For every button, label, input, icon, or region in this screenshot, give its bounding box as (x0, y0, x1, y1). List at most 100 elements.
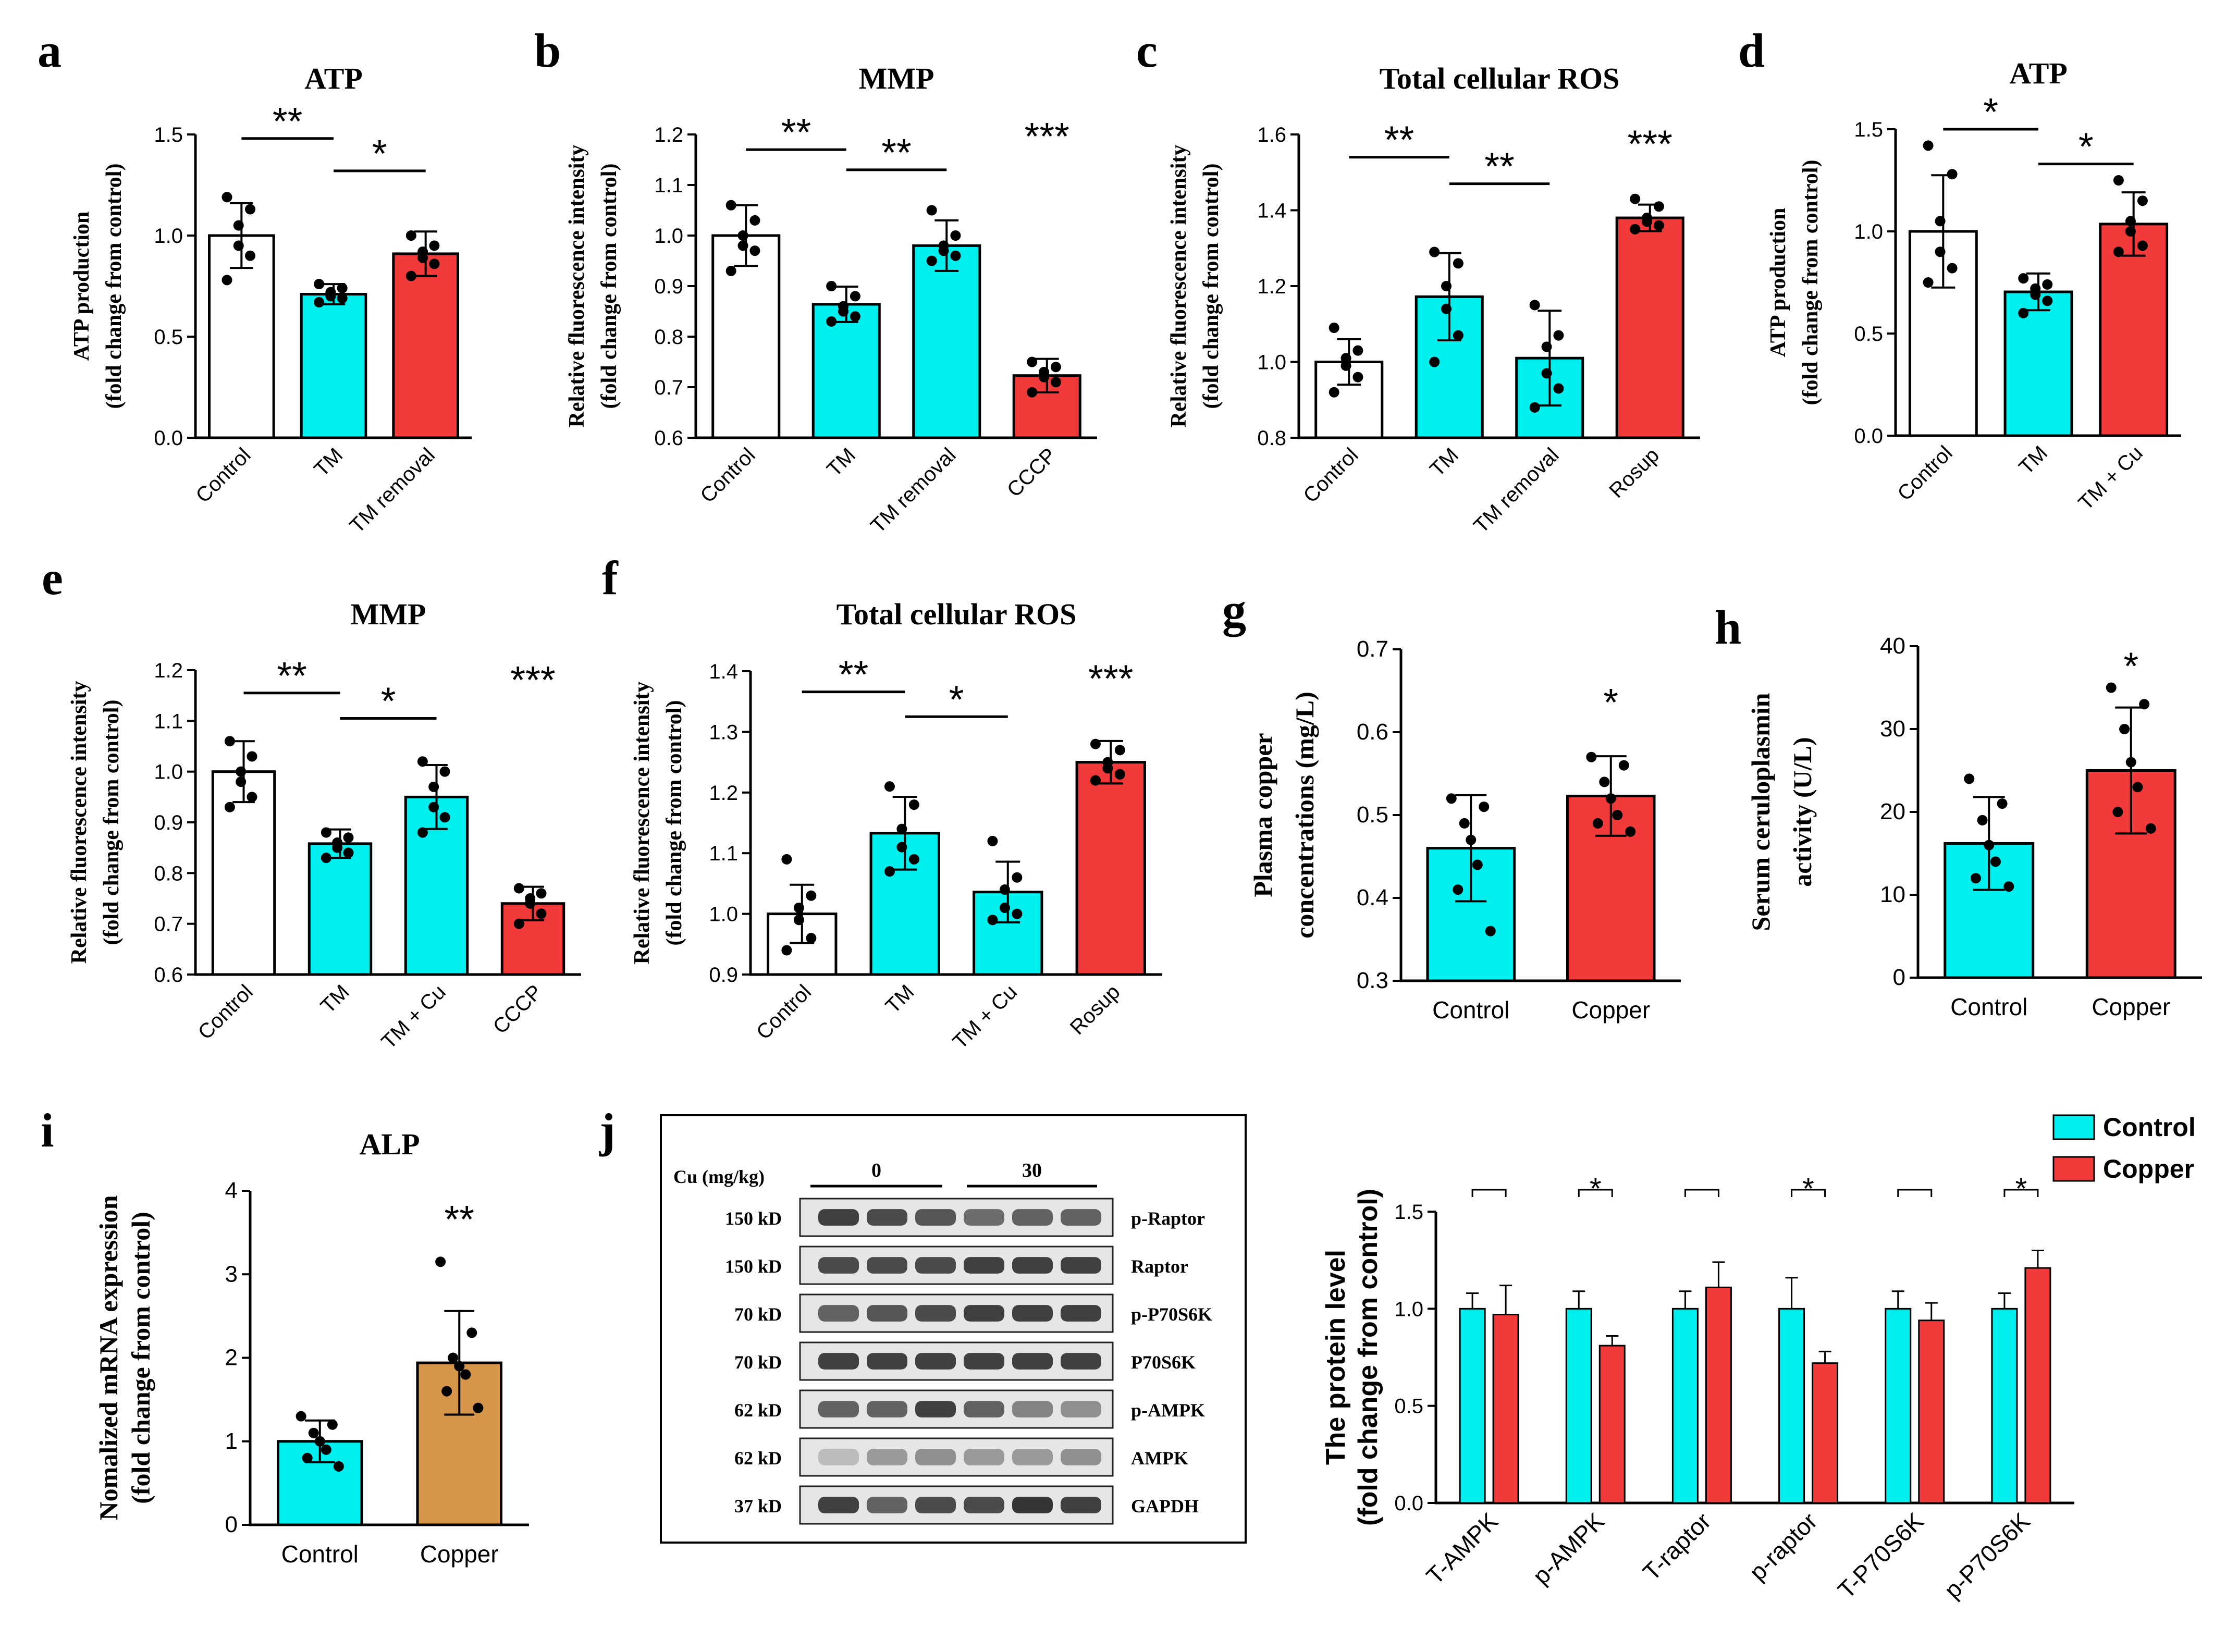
y-tick-label: 0.5 (1357, 802, 1388, 828)
x-category-label: Rosup (1605, 443, 1664, 502)
significance-bracket (1897, 1189, 1933, 1197)
data-point (806, 890, 817, 901)
y-tick-label: 1.4 (709, 660, 738, 683)
bar-Copper (416, 1361, 502, 1526)
blot-band (964, 1305, 1004, 1322)
chart-c: 0.8 1.0 1.2 1.4 1.6 Relative fluorescence int… (1167, 61, 1700, 538)
data-point (793, 915, 804, 926)
bar-TM (2003, 290, 2073, 437)
y-tick-label: 0.6 (1357, 719, 1388, 745)
x-category-label: Control (1432, 996, 1509, 1024)
blot-band (964, 1401, 1004, 1417)
panel-letter-h: h (1715, 601, 1741, 654)
bar-Copper-T-raptor (1705, 1286, 1732, 1504)
significance-mark: * (1603, 681, 1618, 724)
x-category-label: Control (191, 443, 255, 507)
y-tick-label: 0.6 (654, 427, 683, 450)
y-axis-label: Relative fluorescence intensity (1167, 145, 1191, 428)
blot-row-size: 62 kD (734, 1400, 782, 1421)
data-point (1453, 258, 1463, 269)
data-point (938, 245, 949, 256)
western-blot: Cu (mg/kg) 0 30 150 kD p-Raptor 150 kD Raptor 7… (660, 1114, 1247, 1544)
y-tick-label: 0.4 (1357, 885, 1388, 910)
x-category-label: TM + Cu (2074, 441, 2147, 514)
data-point (1947, 263, 1958, 274)
data-point (737, 240, 748, 251)
significance-bracket (2003, 1189, 2039, 1197)
y-tick-label: 1.5 (1854, 118, 1883, 141)
y-tick-label: 1.5 (154, 124, 183, 146)
data-point (2018, 273, 2029, 284)
data-point (2003, 881, 2014, 892)
x-category-label: Control (752, 980, 816, 1044)
chart-j: 0.0 0.5 1.0 1.5 The protein level (fold chang… (1321, 1113, 2196, 1604)
blot-band (964, 1353, 1004, 1370)
data-point (441, 1386, 452, 1397)
panel-letters: a b c d e f g h i j (38, 24, 1765, 1157)
data-point (454, 1361, 465, 1372)
data-point (525, 898, 536, 909)
data-point (781, 945, 792, 956)
data-point (908, 799, 919, 810)
data-point (908, 854, 919, 865)
bar-Control-p-raptor (1778, 1308, 1805, 1504)
data-point (1970, 873, 1981, 884)
y-tick-label: 1.6 (1257, 124, 1286, 146)
data-point (417, 756, 428, 767)
x-category-label: Control (1893, 441, 1957, 505)
data-point (1947, 169, 1958, 180)
x-category-label: Copper (1571, 996, 1650, 1024)
y-tick-label: 1.0 (154, 225, 183, 248)
x-category-label: TM (2014, 441, 2052, 479)
data-point (1529, 402, 1540, 413)
bar-Control-p-AMPK (1565, 1308, 1592, 1504)
data-point (247, 751, 257, 762)
significance-mark: ** (273, 100, 303, 143)
data-point (513, 918, 524, 929)
data-point (999, 884, 1010, 895)
data-point (308, 1427, 319, 1438)
panel-letter-i: i (41, 1104, 54, 1157)
data-point (222, 275, 232, 286)
data-point (2113, 175, 2124, 186)
data-point (473, 1402, 484, 1413)
data-point (1977, 815, 1988, 825)
data-point (1429, 356, 1440, 367)
blot-frame (660, 1114, 1247, 1544)
data-point (513, 883, 524, 894)
x-category-label: TM (310, 443, 347, 481)
blot-row-size: 70 kD (734, 1304, 782, 1325)
data-point (793, 902, 804, 913)
blot-band (915, 1305, 956, 1322)
data-point (749, 245, 760, 256)
significance-mark: * (372, 132, 387, 175)
data-point (314, 279, 325, 290)
y-tick-label: 0.9 (654, 275, 683, 298)
blot-group-label: 0 (871, 1160, 881, 1181)
panel-letter-g: g (1222, 584, 1246, 637)
y-tick-label: 1.0 (654, 225, 683, 248)
legend-label-Copper: Copper (2103, 1154, 2194, 1183)
blot-band (867, 1209, 907, 1226)
chart-i: 0 1 2 3 4 Nomalized mRNA expression (fold chan… (94, 1127, 529, 1568)
blot-band (818, 1449, 859, 1465)
x-category-label: TM removal (346, 443, 439, 537)
data-point (2113, 246, 2124, 257)
data-point (1653, 220, 1664, 231)
y-tick-label: 0.7 (154, 913, 183, 936)
data-point (1935, 216, 1946, 227)
data-point (448, 1352, 459, 1363)
blot-band (867, 1353, 907, 1370)
data-point (1605, 793, 1616, 804)
data-point (233, 220, 244, 231)
significance-mark: * (1590, 1172, 1602, 1206)
y-tick-label: 0.7 (654, 376, 683, 399)
y-tick-label: 0.6 (154, 964, 183, 987)
y-tick-label: 0.5 (154, 326, 183, 349)
data-point (466, 1327, 477, 1338)
y-tick-label: 1.4 (1257, 200, 1286, 223)
data-point (2030, 289, 2041, 300)
data-point (1114, 769, 1125, 780)
y-tick-label: 0.5 (1854, 323, 1883, 346)
blot-band (1061, 1257, 1101, 1274)
